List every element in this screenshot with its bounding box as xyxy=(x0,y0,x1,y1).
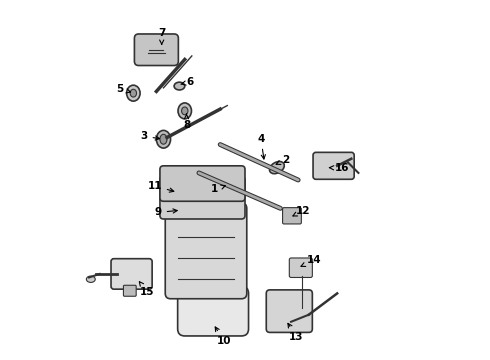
Text: 14: 14 xyxy=(301,255,321,266)
Ellipse shape xyxy=(182,107,188,115)
Text: 1: 1 xyxy=(211,184,225,194)
FancyBboxPatch shape xyxy=(111,259,152,289)
Text: 2: 2 xyxy=(276,155,290,165)
Text: 16: 16 xyxy=(329,163,350,173)
FancyBboxPatch shape xyxy=(160,176,245,219)
Ellipse shape xyxy=(178,103,192,119)
Ellipse shape xyxy=(156,130,171,148)
Ellipse shape xyxy=(270,162,284,174)
Text: 7: 7 xyxy=(158,28,166,44)
Text: 8: 8 xyxy=(183,114,190,130)
FancyBboxPatch shape xyxy=(134,34,178,66)
Text: 3: 3 xyxy=(140,131,160,141)
FancyBboxPatch shape xyxy=(283,208,301,224)
Ellipse shape xyxy=(160,134,167,144)
Text: 11: 11 xyxy=(147,181,174,192)
Text: 6: 6 xyxy=(181,77,194,87)
Ellipse shape xyxy=(126,85,140,101)
FancyBboxPatch shape xyxy=(165,203,247,299)
Text: 4: 4 xyxy=(257,134,266,159)
FancyBboxPatch shape xyxy=(313,152,354,179)
Text: 5: 5 xyxy=(117,84,130,94)
FancyBboxPatch shape xyxy=(123,285,136,296)
Text: 12: 12 xyxy=(293,206,311,216)
Ellipse shape xyxy=(86,276,95,283)
Text: 10: 10 xyxy=(215,327,231,346)
Text: 15: 15 xyxy=(139,282,155,297)
Text: 9: 9 xyxy=(155,207,177,217)
FancyBboxPatch shape xyxy=(289,258,312,278)
Text: 13: 13 xyxy=(288,323,304,342)
Ellipse shape xyxy=(130,89,137,97)
FancyBboxPatch shape xyxy=(160,166,245,201)
Ellipse shape xyxy=(174,82,185,90)
FancyBboxPatch shape xyxy=(178,286,248,336)
FancyBboxPatch shape xyxy=(266,290,312,332)
